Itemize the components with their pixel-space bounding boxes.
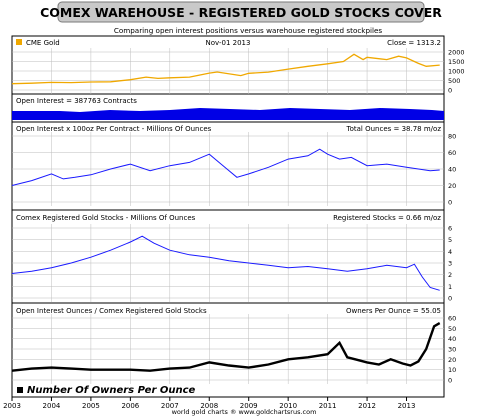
y-tick-label: 1500 [448,58,465,66]
panel-owners-per-ounce: Open Interest Ounces / Comex Registered … [11,307,456,396]
y-tick-label: 30 [448,346,456,354]
chart-panel-border [11,35,445,398]
y-tick-label: 2000 [448,49,465,57]
chart-title: COMEX WAREHOUSE - REGISTERED GOLD STOCKS… [40,5,442,20]
y-tick-label: 0 [448,87,452,95]
panel-open-interest: Open Interest = 387763 Contracts [12,97,444,123]
x-tick-label: 2003 [3,402,21,410]
x-tick-label: 2008 [200,402,218,410]
y-tick-label: 4 [448,248,452,256]
panel-gold: CME Gold Nov-01 2013 Close = 1313.2 0 500… [11,39,465,95]
y-tick-label: 20 [448,182,456,190]
chart-subtitle: Comparing open interest positions versus… [114,26,383,35]
y-axis-owners-per-ounce: 0 10 20 30 40 50 60 [448,315,456,385]
series-line-owners-per-ounce [11,322,441,372]
x-tick-label: 2005 [82,402,100,410]
x-tick-label: 2011 [319,402,337,410]
x-tick-label: 2007 [161,402,179,410]
y-tick-label: 0 [448,295,452,303]
x-axis: 2003 2004 2005 2006 2007 2008 2009 2010 2011 2012… [3,397,415,410]
legend-swatch-owners [17,387,23,393]
y-tick-label: 500 [448,77,460,85]
x-tick-label: 2013 [398,402,416,410]
gold-date-label: Nov-01 2013 [206,39,251,47]
gold-close-label: Close = 1313.2 [387,39,441,47]
owners-per-ounce-value: Owners Per Ounce = 55.05 [346,307,441,315]
title-bar [57,1,425,23]
y-tick-label: 40 [448,166,456,174]
y-tick-label: 80 [448,133,456,141]
grid-owners-per-ounce [12,314,444,384]
open-interest-label: Open Interest = 387763 Contracts [16,97,137,105]
y-tick-label: 0 [448,377,452,385]
legend-swatch-cme-gold [16,39,22,45]
footer-credit: world gold charts ® www.goldchartsrus.co… [172,408,317,416]
registered-stocks-value: Registered Stocks = 0.66 m/oz [333,214,441,222]
y-axis-total-ounces: 0 20 40 60 80 [448,133,456,207]
x-tick-label: 2009 [240,402,258,410]
x-tick-label: 2004 [43,402,61,410]
x-tick-label: 2006 [121,402,139,410]
grid-registered-stocks [12,224,444,302]
legend-label-cme-gold: CME Gold [26,39,60,47]
y-tick-label: 40 [448,335,456,343]
y-tick-label: 0 [448,199,452,207]
owners-per-ounce-title: Open Interest Ounces / Comex Registered … [16,307,207,315]
y-tick-label: 60 [448,149,456,157]
y-tick-label: 5 [448,236,452,244]
open-interest-bars [12,108,444,120]
y-tick-label: 10 [448,366,456,374]
y-axis-registered-stocks: 0 1 2 3 4 5 6 [448,225,452,303]
panel-registered-stocks: Comex Registered Gold Stocks - Millions … [11,214,452,304]
panel-total-ounces: Open Interest x 100oz Per Contract - Mil… [11,125,456,211]
series-line-registered-stocks [11,235,440,291]
y-tick-label: 60 [448,315,456,323]
y-tick-label: 3 [448,260,452,268]
series-line-cme-gold [11,53,440,85]
registered-stocks-title: Comex Registered Gold Stocks - Millions … [16,214,196,222]
y-tick-label: 1 [448,283,452,291]
total-ounces-title: Open Interest x 100oz Per Contract - Mil… [16,125,212,133]
y-tick-label: 20 [448,356,456,364]
y-tick-label: 2 [448,271,452,279]
y-tick-label: 50 [448,325,456,333]
series-line-total-ounces [11,148,440,186]
x-tick-label: 2010 [279,402,297,410]
grid-total-ounces [12,132,444,206]
y-tick-label: 6 [448,225,452,233]
grid-gold [12,48,444,94]
y-tick-label: 1000 [448,68,465,76]
total-ounces-value: Total Ounces = 38.78 m/oz [346,125,442,133]
x-tick-label: 2012 [358,402,376,410]
legend-label-owners: Number Of Owners Per Ounce [27,385,196,396]
